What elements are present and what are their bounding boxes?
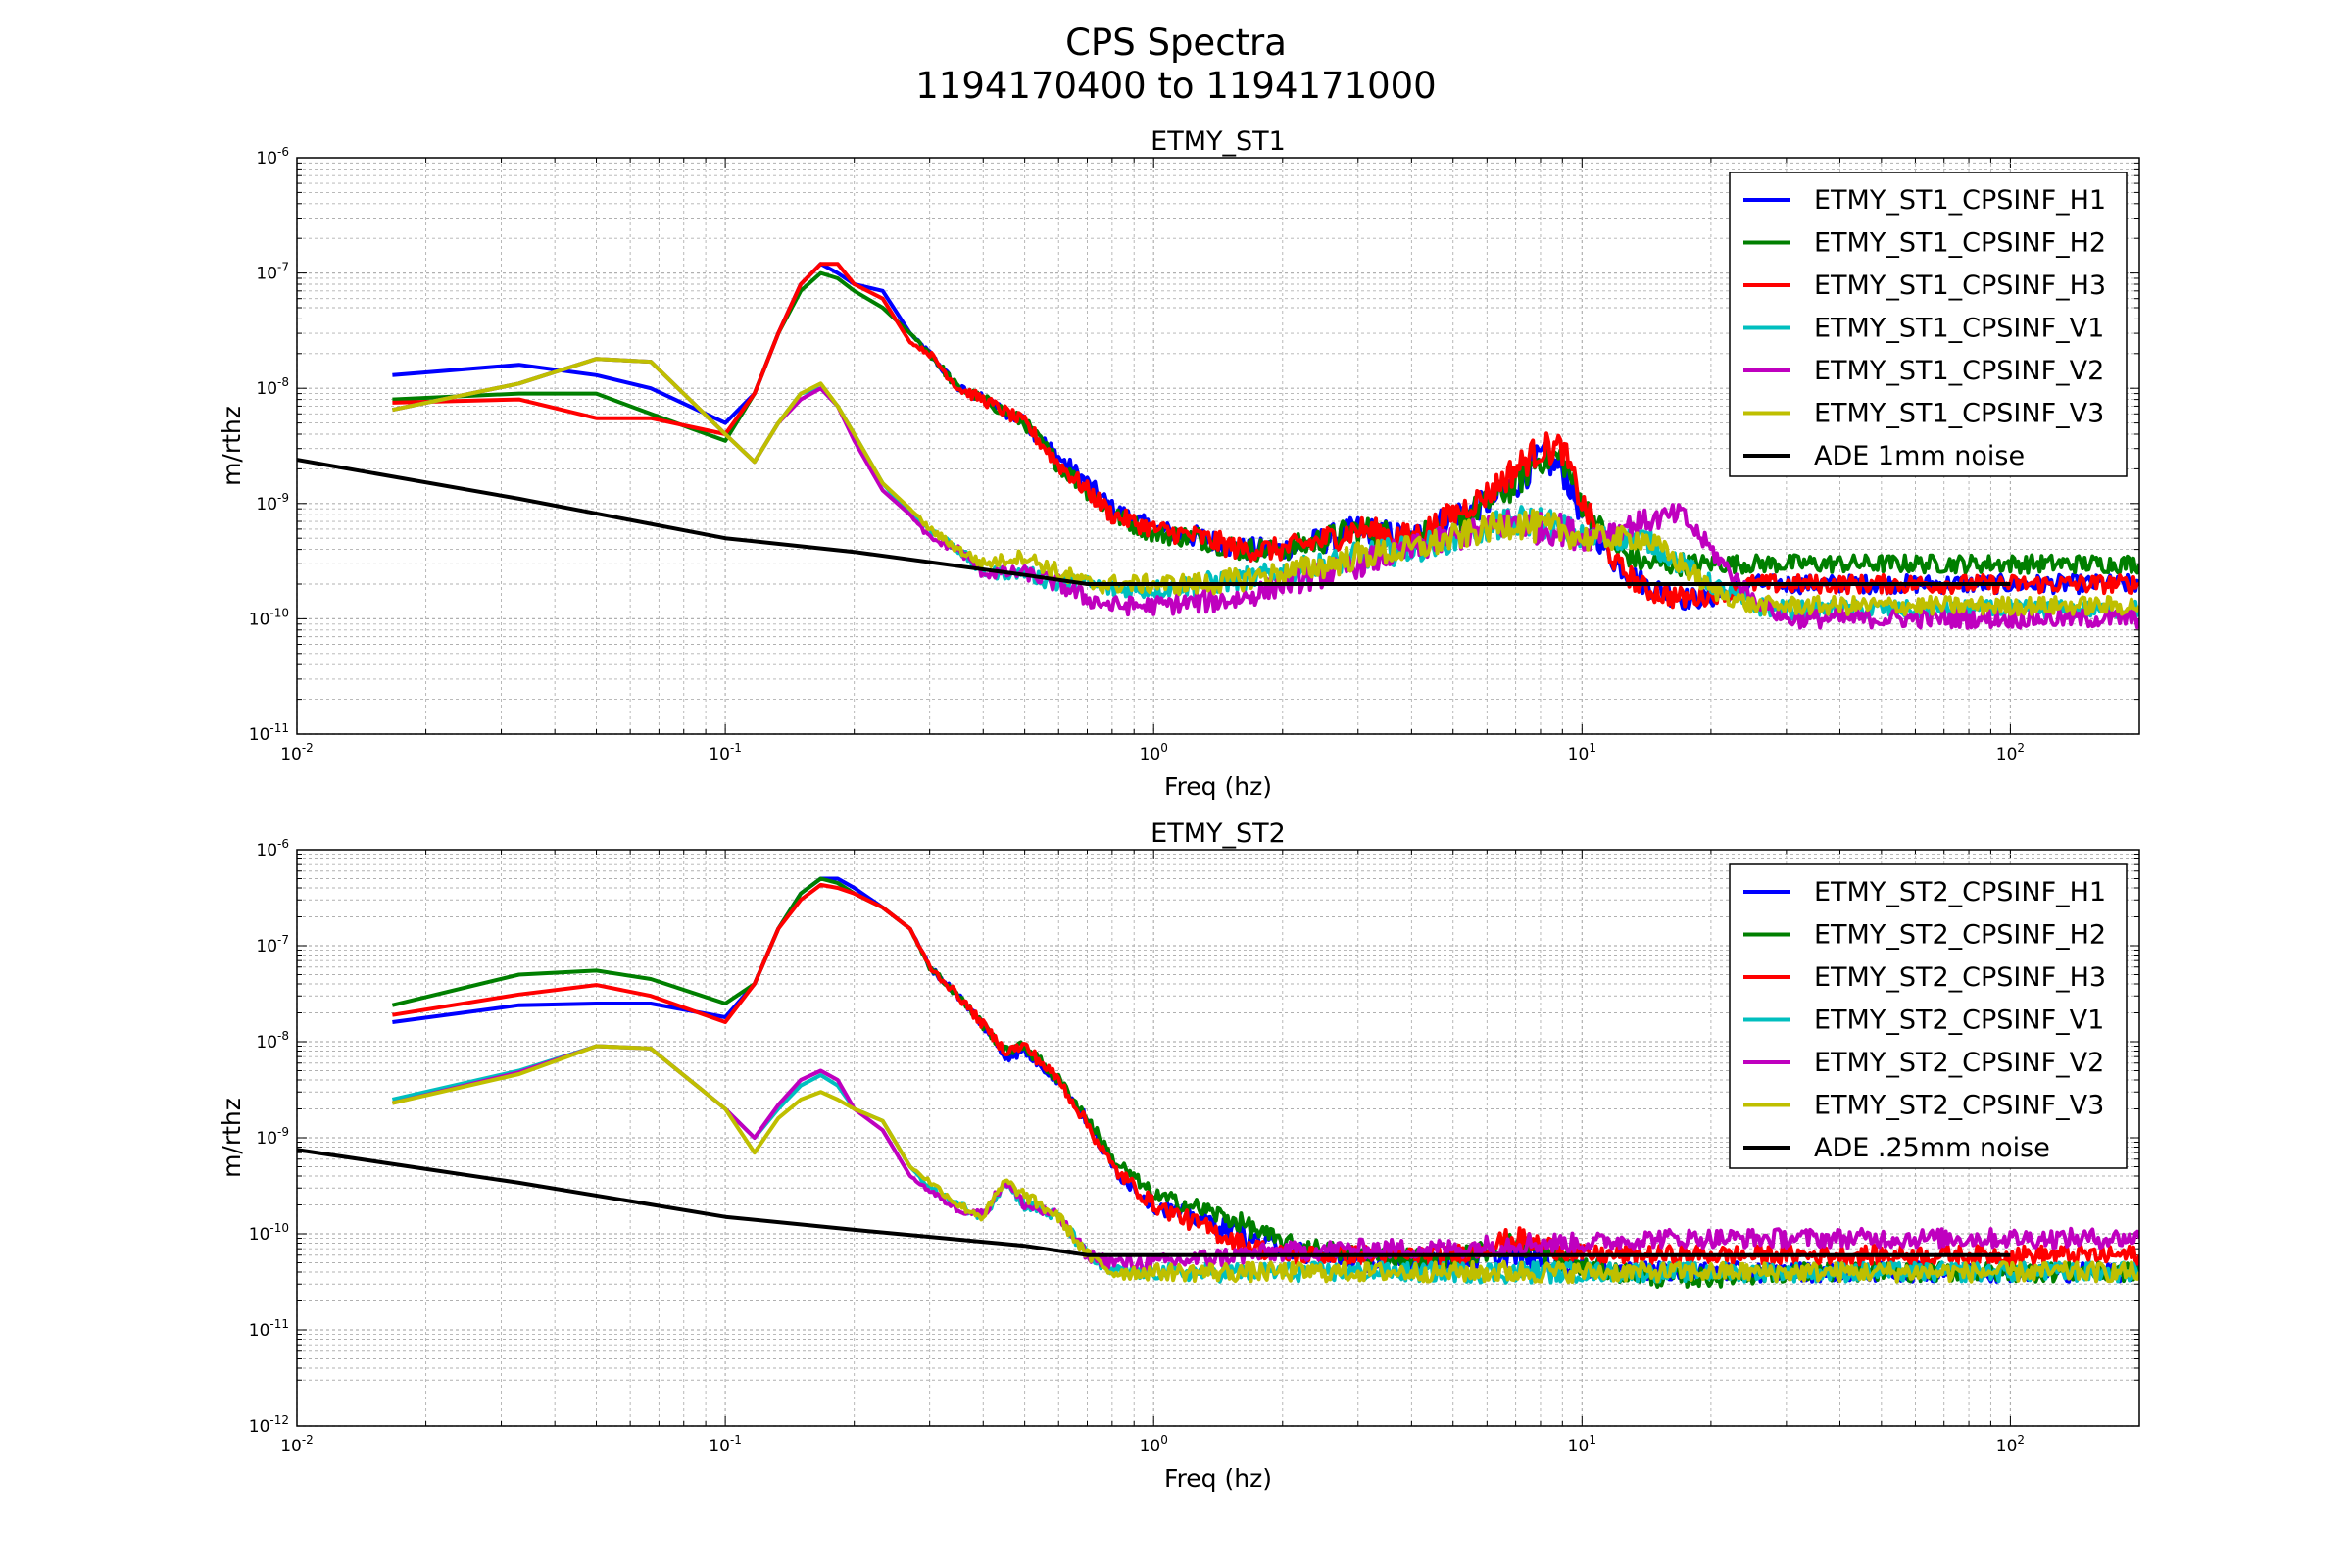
axes-frame <box>296 157 2140 735</box>
legend-label: ETMY_ST1_CPSINF_V3 <box>1814 399 2104 429</box>
y-tick-label: 10-12 <box>249 1413 289 1437</box>
legend-label: ETMY_ST1_CPSINF_H3 <box>1814 270 2106 301</box>
x-tick-label: 100 <box>1140 741 1168 764</box>
legend-box <box>1729 172 2128 477</box>
series-group <box>297 262 2139 630</box>
legend-label: ETMY_ST2_CPSINF_V2 <box>1814 1048 2104 1078</box>
y-tick-label: 10-10 <box>249 606 289 629</box>
y-tick-label: 10-11 <box>249 1317 289 1341</box>
series-line-ade-25mm-noise <box>297 1148 2011 1257</box>
legend: ETMY_ST1_CPSINF_H1 ETMY_ST1_CPSINF_H2 ETMY… <box>1729 172 2128 477</box>
y-tick-label: 10-6 <box>256 837 289 860</box>
series-line-ade-1mm-noise <box>297 458 2011 586</box>
y-tick-label: 10-8 <box>256 1029 289 1053</box>
chart-panel-1: 10-2 10-1 100 101 102 10-11 10-10 10-9 10-8 10-7 1… <box>218 126 2140 801</box>
x-tick-label: 10-1 <box>709 1433 742 1456</box>
legend-box <box>1729 863 2128 1169</box>
y-tick-label: 10-7 <box>256 933 289 956</box>
y-axis-label: m/rthz <box>218 1098 246 1178</box>
y-tick-label: 10-9 <box>256 1125 289 1149</box>
y-axis-label: m/rthz <box>218 406 246 486</box>
legend-label: ADE 1mm noise <box>1814 441 2025 471</box>
series-line-etmy-st1-cpsinf-h3 <box>392 262 2139 610</box>
x-tick-label: 101 <box>1568 741 1596 764</box>
y-tick-label: 10-10 <box>249 1221 289 1245</box>
legend-label: ETMY_ST2_CPSINF_V3 <box>1814 1091 2104 1121</box>
x-axis-label: Freq (hz) <box>1164 1464 1272 1493</box>
legend-label: ETMY_ST1_CPSINF_H2 <box>1814 228 2106 259</box>
figure-subtitle: 1194170400 to 1194171000 <box>915 65 1437 107</box>
legend: ETMY_ST2_CPSINF_H1 ETMY_ST2_CPSINF_H2 ETMY… <box>1729 863 2128 1169</box>
axes-frame <box>296 849 2140 1427</box>
legend-label: ETMY_ST2_CPSINF_H3 <box>1814 962 2106 993</box>
x-tick-label: 100 <box>1140 1433 1168 1456</box>
legend-label: ETMY_ST1_CPSINF_V2 <box>1814 356 2104 386</box>
legend-label: ETMY_ST2_CPSINF_H1 <box>1814 877 2106 907</box>
x-tick-label: 10-2 <box>280 741 314 764</box>
legend-label: ETMY_ST2_CPSINF_H2 <box>1814 920 2106 951</box>
x-tick-label: 102 <box>1996 741 2025 764</box>
chart-title: ETMY_ST1 <box>1151 126 1286 157</box>
y-tick-label: 10-6 <box>256 145 289 169</box>
series-line-etmy-st2-cpsinf-h3 <box>392 882 2139 1267</box>
x-tick-label: 102 <box>1996 1433 2025 1456</box>
legend-label: ETMY_ST1_CPSINF_H1 <box>1814 185 2106 216</box>
x-tick-label: 10-2 <box>280 1433 314 1456</box>
y-tick-label: 10-8 <box>256 375 289 399</box>
y-tick-label: 10-7 <box>256 261 289 284</box>
series-group <box>297 876 2139 1289</box>
chart-title: ETMY_ST2 <box>1151 818 1286 849</box>
x-axis-label: Freq (hz) <box>1164 772 1272 801</box>
x-tick-label: 10-1 <box>709 741 742 764</box>
legend-label: ADE .25mm noise <box>1814 1133 2050 1163</box>
x-tick-label: 101 <box>1568 1433 1596 1456</box>
y-tick-label: 10-9 <box>256 491 289 514</box>
series-line-etmy-st1-cpsinf-v3 <box>391 357 2139 617</box>
legend-label: ETMY_ST2_CPSINF_V1 <box>1814 1005 2104 1036</box>
figure-title: CPS Spectra <box>1065 22 1287 64</box>
legend-label: ETMY_ST1_CPSINF_V1 <box>1814 314 2104 344</box>
chart-panel-2: 10-2 10-1 100 101 102 10-12 10-11 10-10 10-9 10-8… <box>218 818 2140 1493</box>
series-line-etmy-st1-cpsinf-v2 <box>391 357 2139 630</box>
y-tick-label: 10-11 <box>249 721 289 745</box>
